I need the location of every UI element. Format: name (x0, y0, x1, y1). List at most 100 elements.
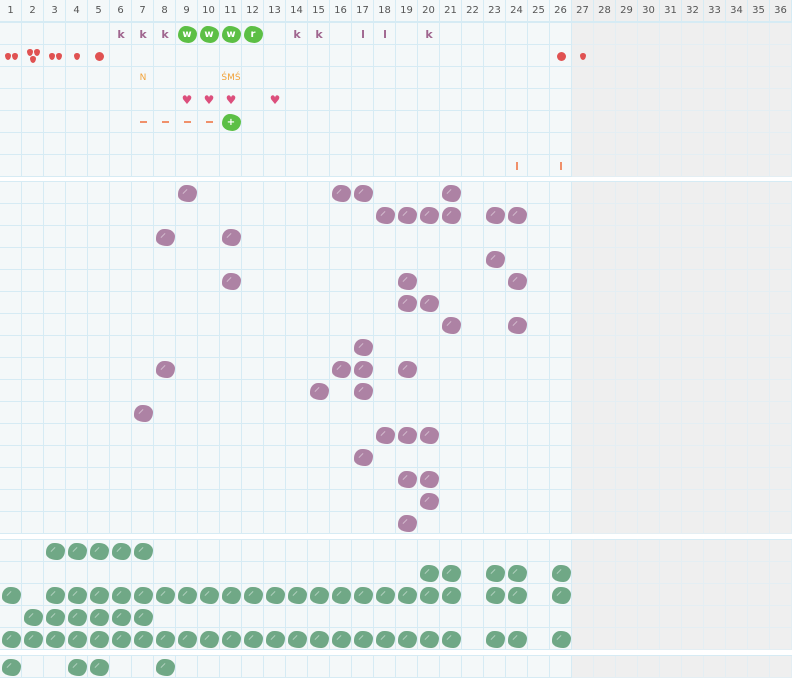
grid-cell-note[interactable] (484, 584, 506, 606)
grid-cell-mark[interactable] (0, 45, 22, 67)
grid-cell-note[interactable] (374, 204, 396, 226)
column-header-13[interactable]: 13 (264, 0, 286, 22)
grid-cell-note[interactable] (550, 628, 572, 650)
grid-cell-mark[interactable]: l (374, 23, 396, 45)
grid-cell-note[interactable] (506, 584, 528, 606)
grid-cell-mark[interactable]: + (220, 111, 242, 133)
grid-cell-note[interactable] (550, 584, 572, 606)
grid-cell-note[interactable] (88, 540, 110, 562)
column-header-6[interactable]: 6 (110, 0, 132, 22)
column-header-4[interactable]: 4 (66, 0, 88, 22)
grid-cell-note[interactable] (506, 270, 528, 292)
grid-cell-note[interactable] (154, 226, 176, 248)
grid-cell-note[interactable] (374, 628, 396, 650)
grid-cell-note[interactable] (220, 270, 242, 292)
column-header-11[interactable]: 11 (220, 0, 242, 22)
grid-cell-note[interactable] (198, 584, 220, 606)
grid-cell-note[interactable] (418, 468, 440, 490)
grid-cell-note[interactable] (154, 628, 176, 650)
grid-cell-note[interactable] (418, 292, 440, 314)
grid-cell-note[interactable] (396, 512, 418, 534)
grid-cell-note[interactable] (308, 628, 330, 650)
grid-cell-note[interactable] (66, 584, 88, 606)
grid-cell-note[interactable] (44, 606, 66, 628)
grid-cell-mark[interactable]: k (110, 23, 132, 45)
grid-cell-note[interactable] (352, 336, 374, 358)
grid-cell-note[interactable] (132, 584, 154, 606)
column-header-8[interactable]: 8 (154, 0, 176, 22)
grid-cell-mark[interactable] (154, 111, 176, 133)
grid-cell-mark[interactable] (550, 155, 572, 177)
column-header-36[interactable]: 36 (770, 0, 792, 22)
column-header-3[interactable]: 3 (44, 0, 66, 22)
grid-cell-note[interactable] (352, 358, 374, 380)
grid-cell-note[interactable] (308, 584, 330, 606)
grid-cell-note[interactable] (220, 584, 242, 606)
column-header-28[interactable]: 28 (594, 0, 616, 22)
grid-cell-note[interactable] (88, 656, 110, 678)
grid-cell-mark[interactable] (22, 45, 44, 67)
grid-cell-note[interactable] (0, 656, 22, 678)
column-header-17[interactable]: 17 (352, 0, 374, 22)
grid-cell-mark[interactable]: ŚMŚ (220, 67, 242, 89)
grid-cell-note[interactable] (110, 628, 132, 650)
column-header-24[interactable]: 24 (506, 0, 528, 22)
grid-cell-note[interactable] (352, 446, 374, 468)
grid-cell-note[interactable] (154, 656, 176, 678)
grid-cell-note[interactable] (418, 490, 440, 512)
grid-cell-mark[interactable] (176, 111, 198, 133)
grid-cell-note[interactable] (66, 540, 88, 562)
grid-cell-note[interactable] (506, 562, 528, 584)
grid-cell-note[interactable] (132, 606, 154, 628)
grid-cell-mark[interactable]: w (220, 23, 242, 45)
grid-cell-note[interactable] (440, 182, 462, 204)
grid-cell-note[interactable] (286, 584, 308, 606)
grid-cell-mark[interactable] (132, 111, 154, 133)
column-header-29[interactable]: 29 (616, 0, 638, 22)
grid-cell-note[interactable] (176, 584, 198, 606)
column-header-32[interactable]: 32 (682, 0, 704, 22)
column-header-15[interactable]: 15 (308, 0, 330, 22)
grid-cell-mark[interactable] (550, 45, 572, 67)
column-header-31[interactable]: 31 (660, 0, 682, 22)
grid-cell-note[interactable] (66, 606, 88, 628)
grid-cell-note[interactable] (374, 424, 396, 446)
column-header-16[interactable]: 16 (330, 0, 352, 22)
column-header-35[interactable]: 35 (748, 0, 770, 22)
grid-cell-note[interactable] (396, 270, 418, 292)
grid-cell-note[interactable] (484, 204, 506, 226)
grid-cell-note[interactable] (418, 204, 440, 226)
grid-cell-note[interactable] (88, 584, 110, 606)
grid-cell-mark[interactable]: ♥ (220, 89, 242, 111)
grid-cell-note[interactable] (0, 584, 22, 606)
column-header-14[interactable]: 14 (286, 0, 308, 22)
column-header-34[interactable]: 34 (726, 0, 748, 22)
grid-cell-note[interactable] (396, 204, 418, 226)
grid-cell-note[interactable] (484, 248, 506, 270)
grid-cell-note[interactable] (66, 628, 88, 650)
grid-cell-note[interactable] (418, 584, 440, 606)
grid-cell-note[interactable] (418, 562, 440, 584)
column-header-7[interactable]: 7 (132, 0, 154, 22)
grid-cell-mark[interactable]: k (132, 23, 154, 45)
grid-cell-note[interactable] (440, 314, 462, 336)
column-header-23[interactable]: 23 (484, 0, 506, 22)
grid-cell-note[interactable] (286, 628, 308, 650)
grid-cell-note[interactable] (308, 380, 330, 402)
grid-cell-note[interactable] (396, 468, 418, 490)
grid-cell-note[interactable] (352, 380, 374, 402)
column-header-5[interactable]: 5 (88, 0, 110, 22)
grid-cell-note[interactable] (352, 584, 374, 606)
grid-cell-note[interactable] (396, 628, 418, 650)
grid-cell-note[interactable] (550, 562, 572, 584)
grid-cell-mark[interactable]: k (154, 23, 176, 45)
column-header-22[interactable]: 22 (462, 0, 484, 22)
column-header-30[interactable]: 30 (638, 0, 660, 22)
grid-cell-note[interactable] (132, 540, 154, 562)
grid-cell-mark[interactable]: k (286, 23, 308, 45)
grid-cell-note[interactable] (110, 540, 132, 562)
grid-cell-note[interactable] (440, 562, 462, 584)
grid-cell-note[interactable] (176, 182, 198, 204)
grid-cell-note[interactable] (154, 358, 176, 380)
grid-cell-mark[interactable]: ♥ (176, 89, 198, 111)
